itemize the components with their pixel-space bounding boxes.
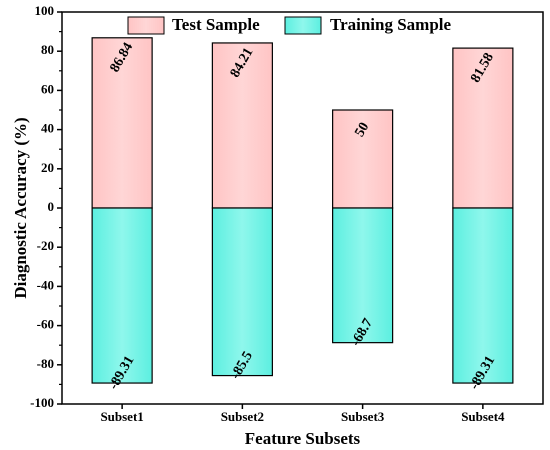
test-sample-bar-3	[332, 109, 394, 209]
training-sample-bar-1	[91, 207, 153, 384]
y-tick-label: 20	[41, 160, 54, 175]
test-sample-label-3: 50	[352, 120, 372, 140]
y-tick-label: 80	[41, 42, 54, 57]
y-tick-label: 100	[35, 3, 55, 18]
legend-swatch-training-sample	[284, 16, 322, 35]
y-tick-label: 40	[41, 121, 54, 136]
test-sample-bar-2	[211, 42, 273, 209]
y-tick-label: 0	[48, 199, 55, 214]
y-tick-label: -100	[30, 395, 54, 410]
training-sample-bar-3	[332, 207, 394, 344]
x-axis-title: Feature Subsets	[245, 429, 361, 448]
test-sample-bar-4	[452, 47, 514, 209]
legend: Test Sample Training Sample	[127, 15, 452, 35]
legend-swatch-test-sample	[127, 16, 165, 35]
training-sample-bar-2	[211, 207, 273, 377]
training-sample-bar-4	[452, 207, 514, 384]
y-tick-label: -40	[37, 277, 54, 292]
legend-label-test-sample: Test Sample	[172, 15, 260, 34]
y-tick-label: -20	[37, 238, 54, 253]
x-tick-label-2: Subset2	[221, 409, 264, 424]
y-tick-label: -60	[37, 317, 54, 332]
x-tick-label-4: Subset4	[461, 409, 505, 424]
y-tick-label: -80	[37, 356, 54, 371]
x-tick-label-3: Subset3	[341, 409, 385, 424]
x-tick-label-1: Subset1	[100, 409, 143, 424]
legend-label-training-sample: Training Sample	[330, 15, 452, 34]
bars-layer	[91, 37, 514, 384]
y-axis-title: Diagnostic Accuracy (%)	[11, 117, 30, 298]
test-sample-bar-1	[91, 37, 153, 209]
y-tick-label: 60	[41, 81, 54, 96]
axes-layer: -100 -80 -60 -40 -20 0 20 40 60 80 100 Subset1 Subse…	[30, 3, 544, 424]
